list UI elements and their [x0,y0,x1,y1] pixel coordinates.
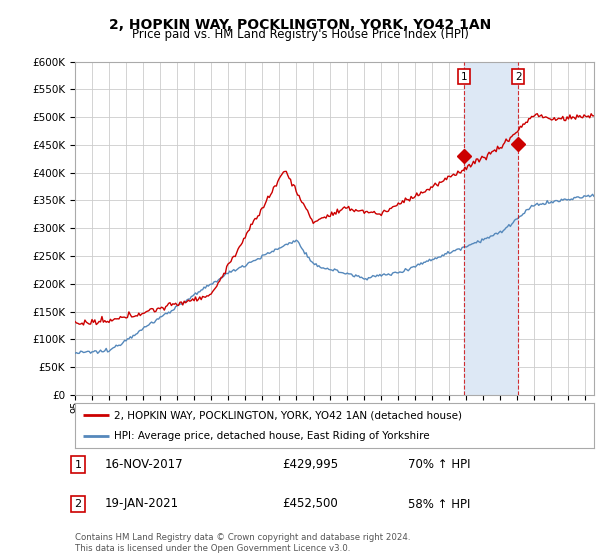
Text: £429,995: £429,995 [282,458,338,472]
Text: 19-JAN-2021: 19-JAN-2021 [105,497,179,511]
Text: 2, HOPKIN WAY, POCKLINGTON, YORK, YO42 1AN (detached house): 2, HOPKIN WAY, POCKLINGTON, YORK, YO42 1… [114,410,462,421]
Text: £452,500: £452,500 [282,497,338,511]
Text: 70% ↑ HPI: 70% ↑ HPI [408,458,470,472]
Text: Price paid vs. HM Land Registry's House Price Index (HPI): Price paid vs. HM Land Registry's House … [131,28,469,41]
Text: 1: 1 [74,460,82,470]
Text: 2: 2 [515,72,521,82]
Text: 2: 2 [74,499,82,509]
Text: HPI: Average price, detached house, East Riding of Yorkshire: HPI: Average price, detached house, East… [114,431,430,441]
Text: 16-NOV-2017: 16-NOV-2017 [105,458,184,472]
Text: 58% ↑ HPI: 58% ↑ HPI [408,497,470,511]
Text: 2, HOPKIN WAY, POCKLINGTON, YORK, YO42 1AN: 2, HOPKIN WAY, POCKLINGTON, YORK, YO42 1… [109,18,491,32]
Text: 1: 1 [461,72,467,82]
Text: Contains HM Land Registry data © Crown copyright and database right 2024.
This d: Contains HM Land Registry data © Crown c… [75,533,410,553]
Bar [464,62,518,395]
